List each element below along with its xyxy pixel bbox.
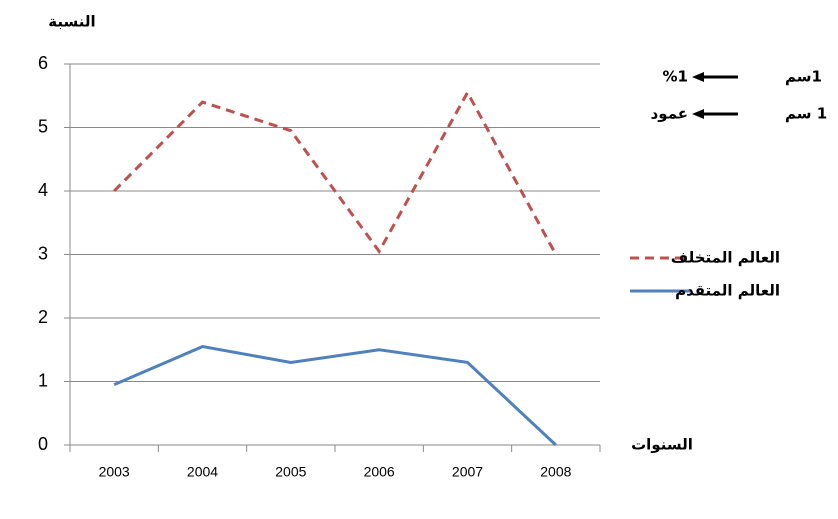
x-tick-label: 2006	[364, 464, 395, 480]
x-axis-label: السنوات	[631, 436, 693, 454]
y-tick-label: 6	[38, 53, 48, 73]
x-tick-label: 2005	[275, 464, 306, 480]
x-tick-label: 2003	[99, 464, 130, 480]
legend-label: العالم المتقدم	[675, 282, 780, 300]
scale-note: 1سم	[785, 68, 822, 86]
y-tick-label: 4	[38, 180, 48, 200]
x-tick-label: 2008	[540, 464, 571, 480]
scale-note: %1	[663, 68, 688, 86]
y-tick-label: 0	[38, 434, 48, 454]
arrow-head	[692, 72, 704, 82]
arrow-head	[692, 109, 704, 119]
y-tick-label: 3	[38, 243, 48, 263]
series-line	[113, 345, 557, 447]
y-axis-label: النسبة	[48, 13, 95, 31]
x-tick-label: 2004	[187, 464, 218, 480]
legend-label: العالم المتخلف	[671, 249, 780, 267]
scale-note: عمود	[651, 105, 688, 123]
series-line	[113, 89, 558, 256]
x-tick-label: 2007	[452, 464, 483, 480]
y-tick-label: 1	[38, 370, 48, 390]
y-tick-label: 5	[38, 116, 48, 136]
y-tick-label: 2	[38, 307, 48, 327]
scale-note: 1 سم	[785, 105, 827, 123]
